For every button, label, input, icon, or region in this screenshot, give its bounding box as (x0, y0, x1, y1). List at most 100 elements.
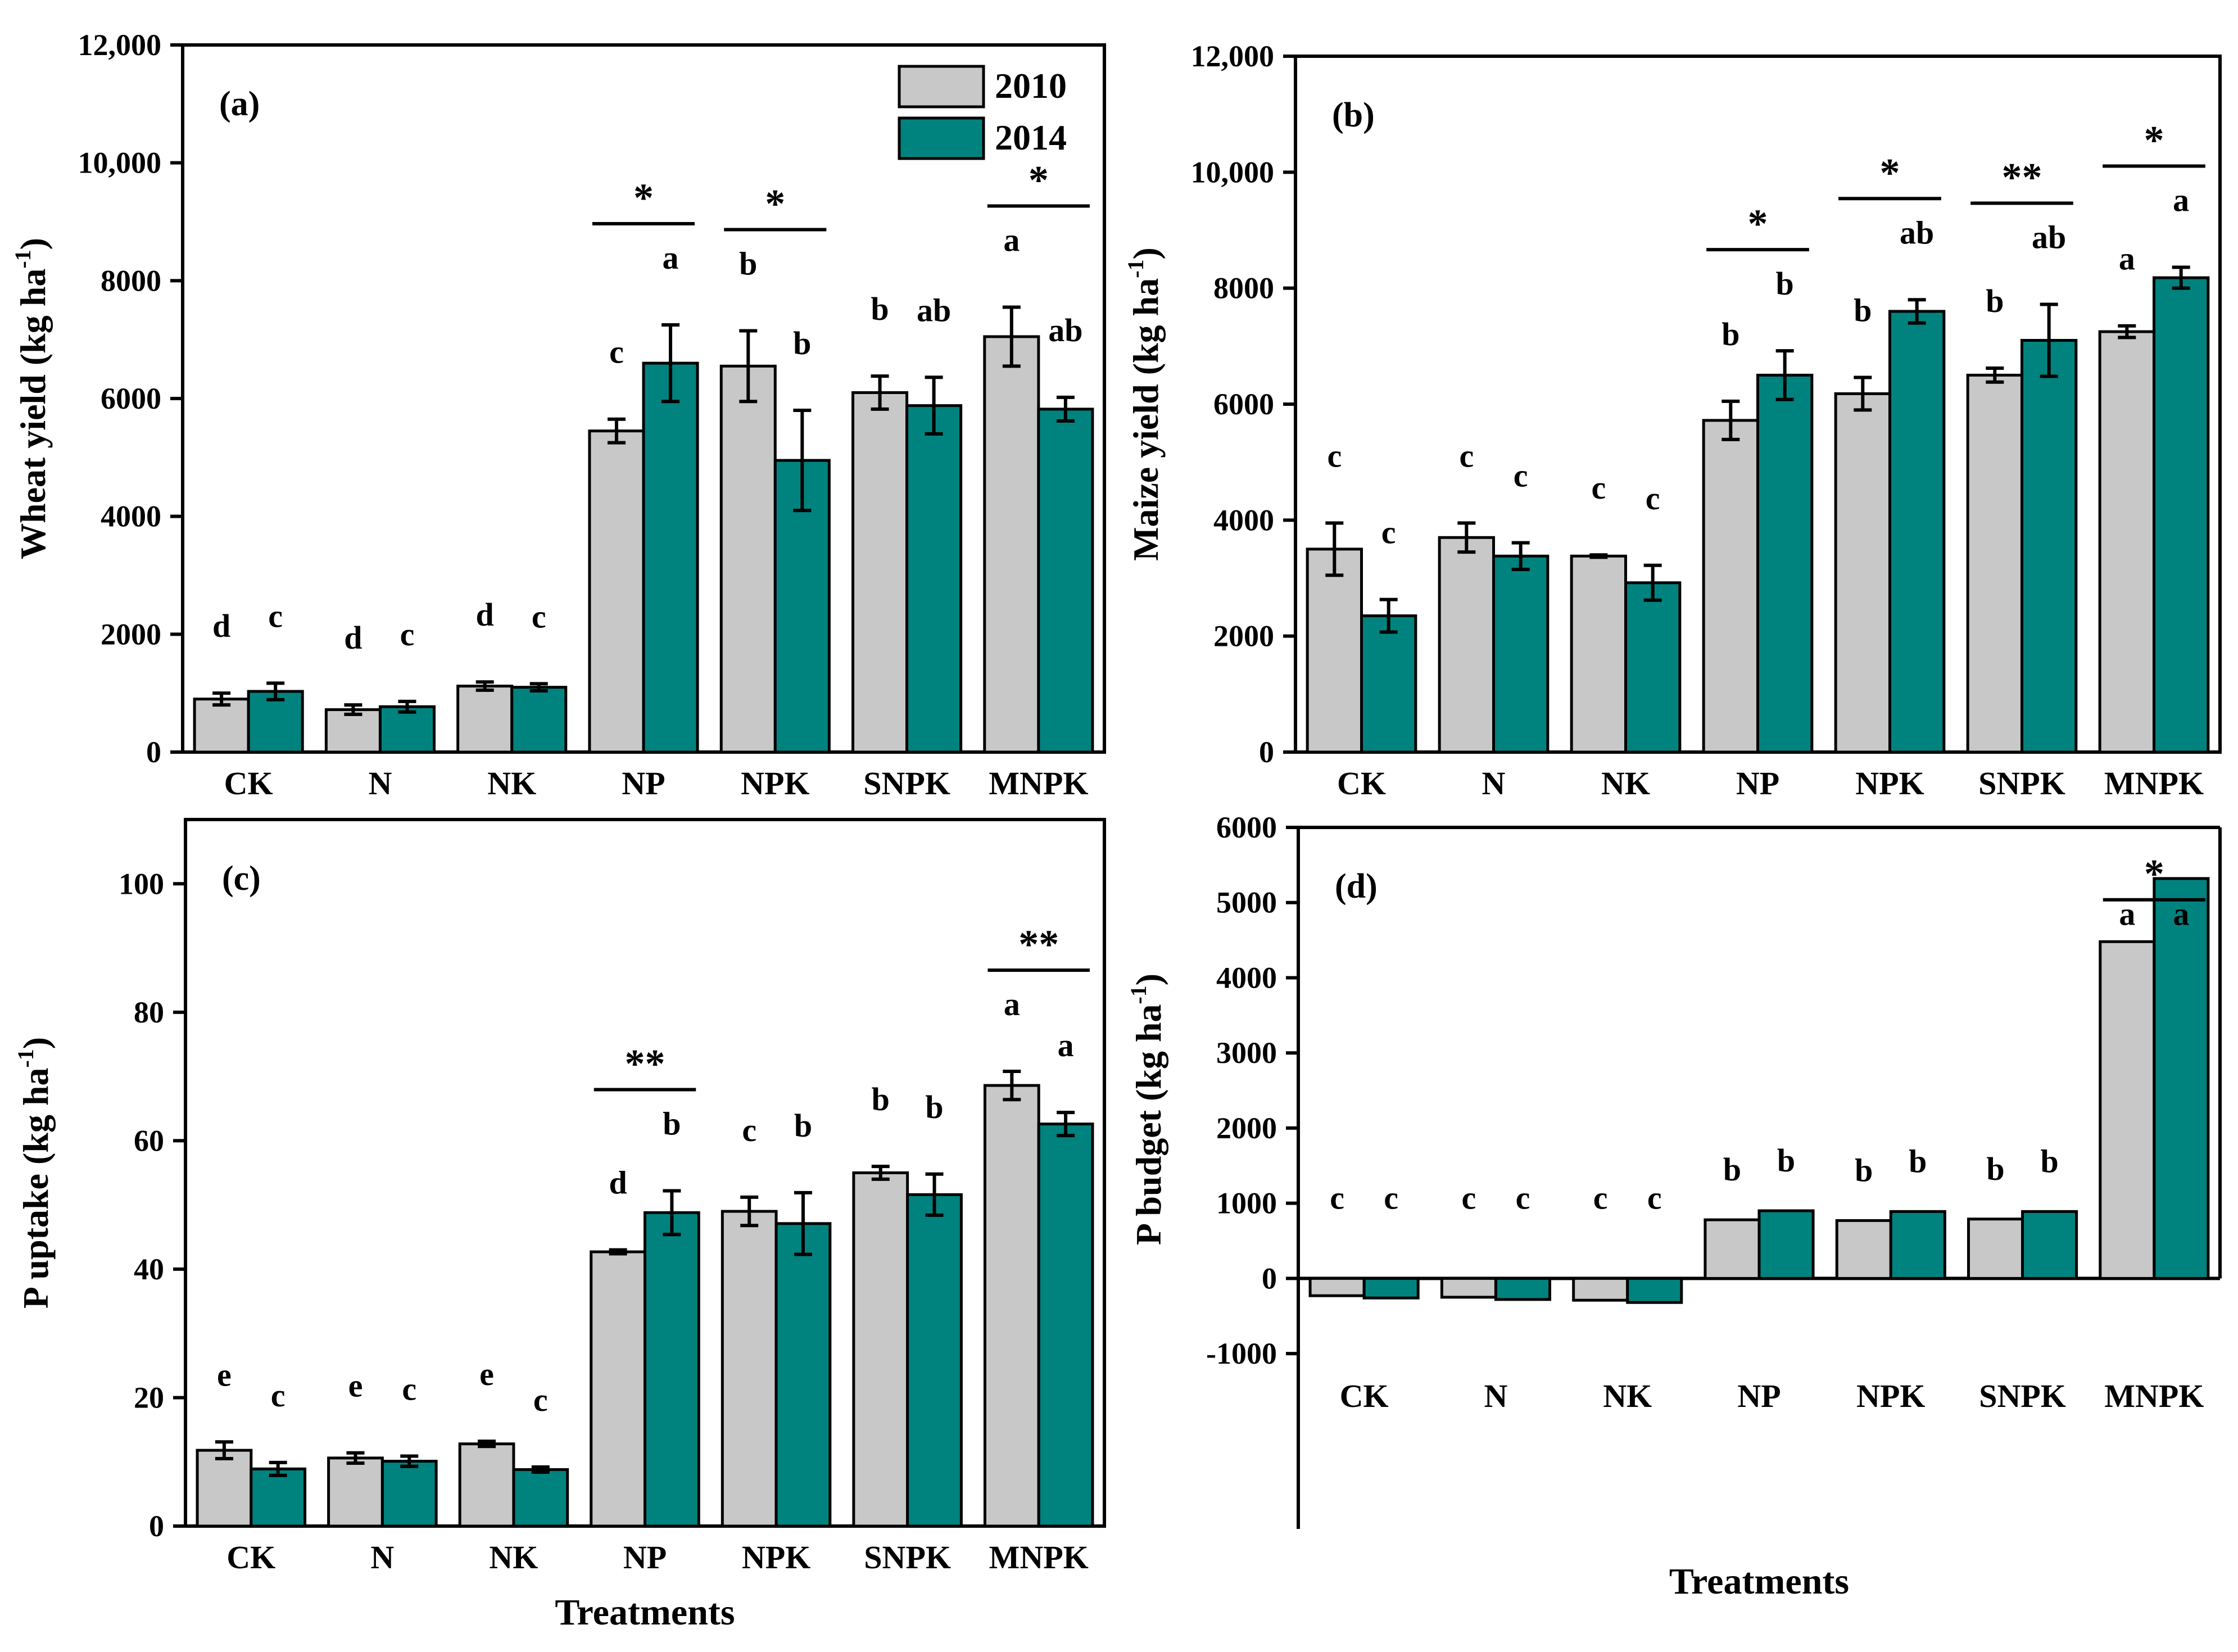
x-tick-label: NPK (1856, 1378, 1925, 1414)
bar-2014-NP (644, 1211, 700, 1528)
y-tick-label: -1000 (1206, 1337, 1277, 1370)
x-tick-label: NP (622, 765, 665, 802)
bar-2014-N (378, 705, 436, 754)
x-tick-label: CK (224, 765, 273, 802)
bar-2014-NPK (774, 1222, 832, 1528)
bar-2010-N (324, 708, 382, 754)
significance-letter: b (1777, 1142, 1795, 1179)
significance-letter: d (609, 1165, 627, 1201)
x-tick-label: CK (1340, 1378, 1389, 1414)
y-tick-label: 6000 (1213, 387, 1274, 421)
x-tick-label: NK (489, 1539, 538, 1576)
significance-letter: c (1647, 1180, 1662, 1216)
significance-star: ** (2002, 155, 2042, 200)
y-tick-label: 4000 (101, 500, 161, 533)
panel-label: (b) (1332, 96, 1375, 134)
x-tick-label: N (1482, 765, 1506, 802)
significance-star: * (1748, 201, 1768, 246)
x-tick-label: N (368, 765, 392, 802)
x-tick-label: NK (487, 765, 536, 802)
x-axis-title: Treatments (555, 1592, 735, 1633)
significance-star: * (1880, 150, 1900, 195)
panel-label: (a) (219, 85, 260, 123)
bar-2010-NP (590, 1250, 646, 1528)
significance-letter: c (533, 1382, 548, 1418)
bar-2014-NK (1624, 581, 1682, 754)
y-tick-label: 2000 (1216, 1111, 1277, 1145)
y-tick-label: 0 (1262, 1261, 1277, 1295)
significance-letter: c (271, 1377, 286, 1414)
bar-2010-NP (588, 429, 645, 754)
significance-letter: a (1003, 222, 1020, 259)
panel-a: 0 2000 4000 6000 8000 10,000 12,000 Wheat yield… (10, 28, 1106, 802)
significance-letter: b (1986, 1151, 2004, 1187)
bar-2014-CK (1360, 614, 1417, 754)
bar-2010-CK (196, 1449, 253, 1528)
bar-2014-NP (1756, 373, 1814, 754)
significance-letter: d (476, 596, 494, 633)
bar-2014-MNPK (2153, 877, 2210, 1280)
significance-letter: c (1330, 1180, 1344, 1216)
significance-letter: c (1514, 458, 1528, 494)
bar-2010-NP (1702, 419, 1759, 754)
legend-label-2010: 2010 (995, 66, 1067, 106)
panel-label: (d) (1335, 867, 1378, 906)
significance-letter: ab (2032, 219, 2066, 256)
legend-swatch-2010 (898, 65, 985, 108)
x-tick-label: NPK (741, 765, 809, 802)
y-tick-label: 60 (134, 1124, 164, 1157)
bar-2014-N (1492, 554, 1550, 754)
y-tick-label: 0 (1259, 735, 1274, 769)
bar-2014-NK (1626, 1277, 1683, 1304)
significance-letter: a (1004, 986, 1020, 1022)
bar-2014-MNPK (1037, 1123, 1094, 1528)
significance-letter: b (1721, 316, 1739, 352)
significance-letter: c (1593, 1180, 1608, 1216)
significance-letter: b (925, 1089, 943, 1125)
x-tick-label: NK (1603, 1378, 1652, 1414)
bar-2010-NPK (721, 1210, 778, 1528)
x-tick-label: MNPK (2104, 765, 2204, 802)
significance-letter: c (1459, 437, 1474, 474)
significance-letter: e (217, 1356, 232, 1393)
significance-letter: c (1327, 437, 1342, 474)
significance-star: * (2144, 118, 2164, 163)
bar-2010-NPK (1834, 392, 1891, 754)
y-axis-label: Maize yield (kg ha-1) (1123, 247, 1166, 561)
y-tick-label: 0 (146, 735, 161, 769)
significance-star: ** (625, 1041, 665, 1086)
significance-letter: c (742, 1112, 756, 1148)
significance-letter: c (400, 616, 415, 653)
bar-2014-N (1494, 1277, 1551, 1301)
x-tick-label: SNPK (864, 1539, 951, 1576)
y-axis-label: P budget (kg ha-1) (1126, 974, 1168, 1245)
y-tick-label: 2000 (101, 617, 161, 651)
x-tick-label: NK (1601, 765, 1650, 802)
bar-2010-CK (1308, 1277, 1366, 1297)
bar-2010-CK (193, 698, 250, 754)
significance-letter: c (268, 598, 283, 634)
bar-2010-SNPK (851, 391, 909, 754)
bar-2010-SNPK (1966, 373, 2023, 754)
significance-letter: a (2119, 241, 2135, 277)
bar-2010-NPK (1835, 1219, 1892, 1280)
y-tick-label: 2000 (1213, 619, 1274, 653)
x-tick-label: N (370, 1539, 394, 1576)
significance-star: * (2144, 852, 2164, 897)
bar-2014-SNPK (906, 1193, 963, 1528)
bar-2010-N (327, 1456, 384, 1528)
significance-letter: b (871, 291, 889, 327)
significance-letter: c (1516, 1180, 1530, 1216)
significance-letter: b (2040, 1143, 2058, 1179)
x-tick-label: N (1484, 1378, 1507, 1414)
significance-letter: c (1646, 480, 1660, 517)
x-tick-label: NP (623, 1539, 667, 1576)
y-axis-label: Wheat yield (kg ha-1) (10, 238, 53, 559)
x-tick-label: SNPK (1979, 1378, 2066, 1414)
significance-letter: c (609, 334, 624, 370)
significance-star: * (1029, 158, 1049, 203)
y-tick-label: 12,000 (78, 28, 162, 62)
bar-2010-MNPK (2099, 940, 2156, 1280)
y-tick-label: 4000 (1216, 961, 1277, 994)
